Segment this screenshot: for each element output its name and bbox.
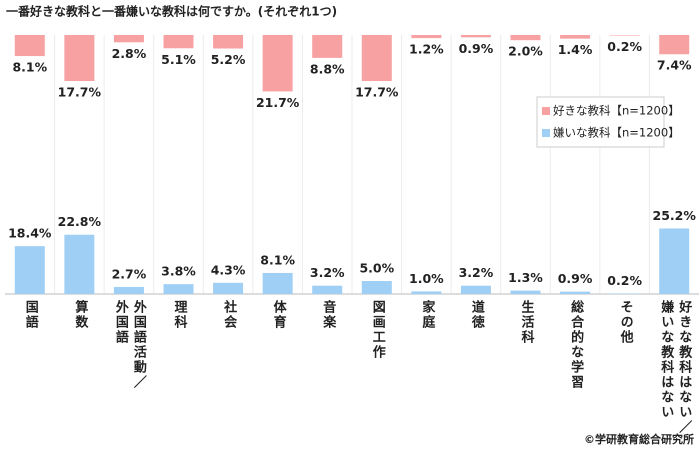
bar xyxy=(361,35,392,82)
bar xyxy=(609,293,640,294)
x-tick-label: 図画工作 xyxy=(369,300,385,360)
value-label: 1.2% xyxy=(409,42,444,57)
bar xyxy=(163,35,194,49)
bar xyxy=(609,35,640,36)
legend-label: 好きな教科【n=1200】 xyxy=(553,104,680,118)
legend-label: 嫌いな教科【n=1200】 xyxy=(553,126,680,140)
bar xyxy=(213,35,244,49)
value-label: 2.8% xyxy=(112,46,147,61)
x-tick-label: 音楽 xyxy=(320,300,336,330)
value-label: 3.2% xyxy=(310,265,345,280)
bar xyxy=(262,35,293,92)
value-label: 2.0% xyxy=(508,44,543,59)
chart-title: 一番好きな教科と一番嫌いな教科は何ですか。(それぞれ1つ) xyxy=(6,4,337,19)
bar xyxy=(312,285,343,294)
value-label: 0.2% xyxy=(607,39,642,54)
x-tick-label: 総合的な学習 xyxy=(568,300,584,390)
legend-box xyxy=(536,96,665,148)
x-tick-label: 好きな教科はない／嫌いな教科はない xyxy=(658,300,692,435)
x-tick-label: 生活科 xyxy=(518,300,534,345)
value-label: 8.8% xyxy=(310,61,345,76)
bar xyxy=(659,35,690,55)
value-label: 21.7% xyxy=(256,95,300,110)
legend-swatch xyxy=(542,107,550,115)
x-tick-label: 社会 xyxy=(221,300,237,330)
x-tick-label: 家庭 xyxy=(419,300,435,330)
value-label: 0.9% xyxy=(459,41,494,56)
value-label: 4.3% xyxy=(211,262,246,277)
value-label: 2.7% xyxy=(112,266,147,281)
value-label: 18.4% xyxy=(8,226,52,241)
value-label: 0.2% xyxy=(607,273,642,288)
bar xyxy=(411,35,442,39)
legend-swatch xyxy=(542,129,550,137)
value-label: 8.1% xyxy=(12,60,47,75)
x-tick-label: 体育 xyxy=(270,300,286,330)
value-label: 3.2% xyxy=(459,265,494,280)
source: ©学研教育総合研究所 xyxy=(584,432,694,446)
bar xyxy=(460,285,491,294)
x-tick-label: 外国語活動／外国語 xyxy=(112,300,146,390)
value-label: 5.2% xyxy=(211,52,246,67)
value-label: 1.4% xyxy=(558,42,593,57)
bar xyxy=(510,290,541,294)
value-label: 8.1% xyxy=(260,252,295,267)
value-label: 1.0% xyxy=(409,271,444,286)
bar xyxy=(460,35,491,38)
value-label: 5.0% xyxy=(359,261,394,276)
value-label: 1.3% xyxy=(508,270,543,285)
bar xyxy=(361,281,392,294)
value-label: 25.2% xyxy=(653,208,697,223)
value-label: 17.7% xyxy=(58,85,102,100)
value-label: 17.7% xyxy=(355,85,399,100)
bar xyxy=(64,35,95,82)
x-tick-label: 算数 xyxy=(72,300,88,330)
bar xyxy=(411,291,442,294)
bar xyxy=(560,35,591,39)
bar xyxy=(14,246,45,294)
x-tick-label: 道徳 xyxy=(468,300,484,330)
value-label: 22.8% xyxy=(58,214,102,229)
value-label: 0.9% xyxy=(558,271,593,286)
bar xyxy=(113,286,144,294)
bar xyxy=(113,35,144,43)
value-label: 5.1% xyxy=(161,52,196,67)
value-label: 3.8% xyxy=(161,264,196,279)
x-tick-label: 国語 xyxy=(22,300,38,330)
bar xyxy=(510,35,541,41)
value-label: 7.4% xyxy=(657,58,692,73)
bar xyxy=(213,282,244,294)
bar xyxy=(163,284,194,294)
bar xyxy=(560,291,591,294)
bar xyxy=(312,35,343,58)
bar xyxy=(64,234,95,294)
bar xyxy=(14,35,45,57)
x-tick-label: その他 xyxy=(617,300,633,345)
x-tick-label: 理科 xyxy=(171,300,187,330)
bar xyxy=(262,272,293,294)
bar xyxy=(659,228,690,294)
